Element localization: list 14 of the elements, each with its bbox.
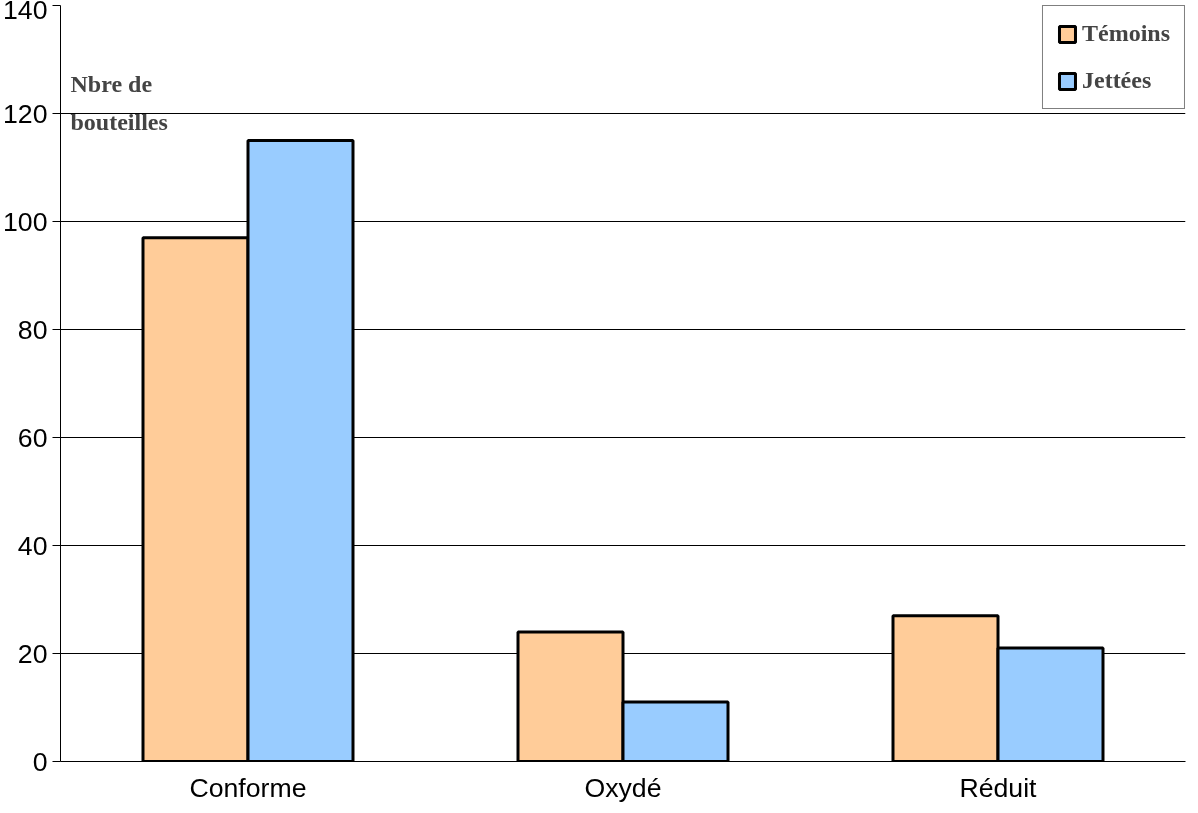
y-tick-label: 20 <box>17 638 48 669</box>
y-tick-label: 40 <box>17 530 48 561</box>
y-tick-label: 120 <box>3 98 48 129</box>
y-tick-label: 0 <box>32 746 48 777</box>
y-tick-label: 100 <box>3 206 48 237</box>
y-axis-title: Nbre de bouteilles <box>70 70 168 135</box>
legend-label: Témoins <box>1081 20 1170 47</box>
y-tick-label: 140 <box>3 0 48 25</box>
x-tick-label: Oxydé <box>584 772 662 803</box>
x-tick-label: Réduit <box>959 772 1038 803</box>
x-tick-label: Conforme <box>189 772 307 803</box>
legend-label: Jettées <box>1081 67 1152 94</box>
y-tick-label: 60 <box>17 422 48 453</box>
y-tick-label: 80 <box>17 314 48 345</box>
